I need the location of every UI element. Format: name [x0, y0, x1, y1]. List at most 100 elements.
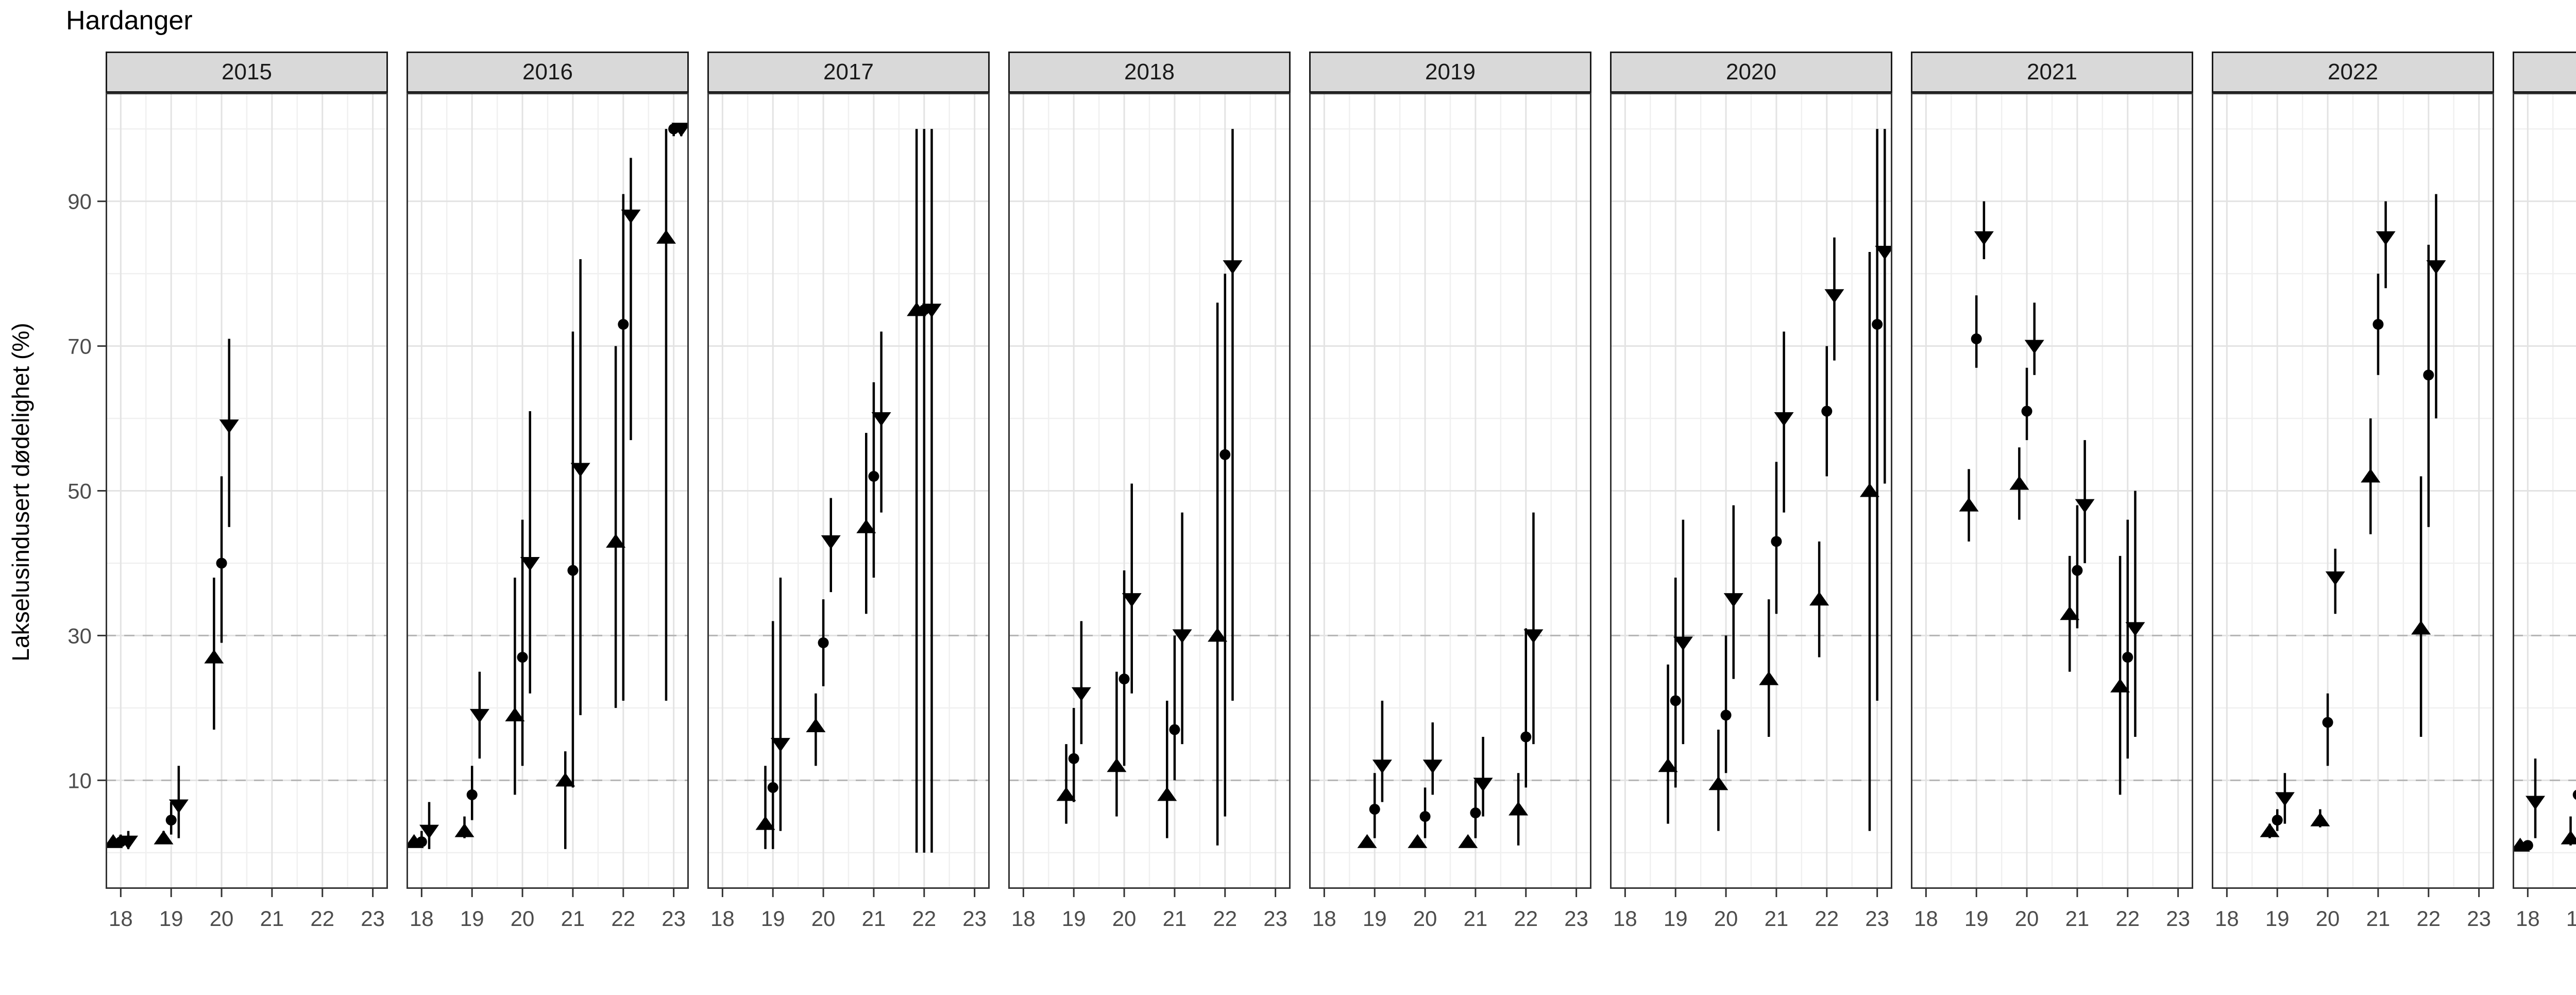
data-point	[1219, 274, 1231, 817]
data-point	[1971, 295, 1982, 368]
triangle-up-marker	[1859, 483, 1879, 497]
triangle-down-marker	[1473, 778, 1493, 792]
triangle-down-marker	[2024, 340, 2044, 354]
triangle-down-marker	[1523, 629, 1544, 644]
facet-strip-label: 2015	[222, 59, 272, 85]
x-tick-label: 22	[310, 906, 334, 931]
facet-panel: 18 19 20 21 22 23	[2212, 93, 2494, 953]
facet-panel-svg: 18 19 20 21 22 23	[1610, 93, 1895, 931]
triangle-up-marker	[204, 649, 224, 664]
facet-strip-label: 2020	[1726, 59, 1776, 85]
y-tick-label: 70	[67, 334, 92, 359]
circle-marker	[1670, 695, 1681, 706]
circle-marker	[1771, 536, 1782, 547]
facet-2018: 2018 18 19 20 21 22 23	[1008, 52, 1291, 953]
data-point	[922, 129, 942, 853]
triangle-up-marker	[2110, 678, 2130, 693]
facet-panel: 18 19 20 21 22 23	[404, 93, 691, 953]
data-point	[2009, 447, 2029, 520]
data-point	[1658, 664, 1678, 824]
triangle-up-marker	[1658, 758, 1678, 772]
circle-marker	[1872, 318, 1883, 330]
data-point	[517, 519, 528, 766]
y-tick-label: 90	[67, 190, 92, 214]
x-tick-label: 23	[2467, 906, 2491, 931]
data-point	[419, 802, 439, 849]
triangle-down-marker	[1824, 289, 1844, 303]
data-point	[118, 831, 139, 850]
x-tick-label: 22	[611, 906, 635, 931]
data-point	[1759, 599, 1779, 737]
facet-strip-label: 2018	[1124, 59, 1175, 85]
triangle-up-marker	[806, 718, 826, 732]
triangle-down-marker	[520, 556, 540, 571]
facet-strip-label: 2021	[2027, 59, 2077, 85]
data-point	[1723, 505, 1743, 679]
facet-2022: 2022 18 19 20 21 22 23	[2212, 52, 2494, 953]
data-point	[1959, 469, 1979, 542]
triangle-up-marker	[2009, 476, 2029, 490]
triangle-up-marker	[1107, 758, 1127, 772]
data-point	[1118, 570, 1130, 766]
data-point	[1809, 541, 1829, 657]
triangle-down-marker	[821, 535, 841, 549]
x-tick-label: 21	[2065, 906, 2090, 931]
data-point	[2072, 505, 2083, 629]
x-tick-label: 23	[361, 906, 385, 931]
x-tick-label: 21	[561, 906, 585, 931]
data-point	[466, 766, 478, 820]
x-tick-label: 20	[511, 906, 535, 931]
data-point	[618, 194, 629, 701]
data-point	[2110, 555, 2130, 795]
triangle-down-marker	[770, 738, 790, 752]
triangle-down-marker	[2075, 499, 2095, 513]
data-point	[2060, 555, 2080, 672]
x-tick-label: 18	[2516, 906, 2540, 931]
triangle-down-marker	[2376, 231, 2396, 245]
data-point	[1859, 252, 1879, 831]
data-point	[1208, 302, 1228, 846]
triangle-up-marker	[2561, 830, 2576, 845]
x-tick-label: 20	[210, 906, 234, 931]
x-tick-label: 18	[109, 906, 133, 931]
circle-marker	[868, 470, 879, 482]
data-point	[204, 578, 224, 730]
data-point	[2526, 758, 2546, 838]
data-point	[2376, 201, 2396, 289]
x-tick-label: 18	[410, 906, 434, 931]
triangle-up-marker	[1157, 787, 1177, 801]
circle-marker	[466, 789, 478, 800]
data-point	[1708, 730, 1728, 831]
data-point	[1107, 671, 1127, 817]
triangle-down-marker	[1122, 593, 1142, 608]
triangle-down-marker	[1673, 636, 1693, 651]
x-tick-label: 23	[1564, 906, 1588, 931]
data-point	[821, 498, 841, 593]
triangle-down-marker	[469, 709, 489, 723]
data-point	[1875, 129, 1895, 484]
facet-panel-svg: 18 19 20 21 22 23	[1309, 93, 1591, 931]
y-tick-label: 10	[67, 768, 92, 792]
circle-marker	[818, 637, 829, 648]
x-tick-label: 23	[1865, 906, 1889, 931]
data-point	[2310, 809, 2330, 828]
x-tick-label: 18	[1613, 906, 1637, 931]
data-point	[1470, 780, 1481, 838]
triangle-up-marker	[555, 772, 575, 787]
x-tick-label: 22	[1815, 906, 1839, 931]
facet-2023: 2023181920212223	[2510, 52, 2576, 953]
circle-marker	[1821, 406, 1833, 417]
x-tick-label: 19	[1363, 906, 1387, 931]
data-point	[2426, 194, 2446, 419]
x-tick-label: 18	[1312, 906, 1336, 931]
triangle-down-marker	[118, 835, 139, 850]
triangle-down-marker	[1071, 687, 1091, 701]
data-point	[2322, 693, 2333, 766]
x-tick-label: 19	[1664, 906, 1688, 931]
y-tick-label: 50	[67, 479, 92, 503]
circle-marker	[2072, 565, 2083, 576]
data-point	[2260, 823, 2280, 838]
triangle-down-marker	[1422, 760, 1443, 774]
circle-marker	[1520, 731, 1532, 743]
x-tick-label: 22	[2115, 906, 2140, 931]
